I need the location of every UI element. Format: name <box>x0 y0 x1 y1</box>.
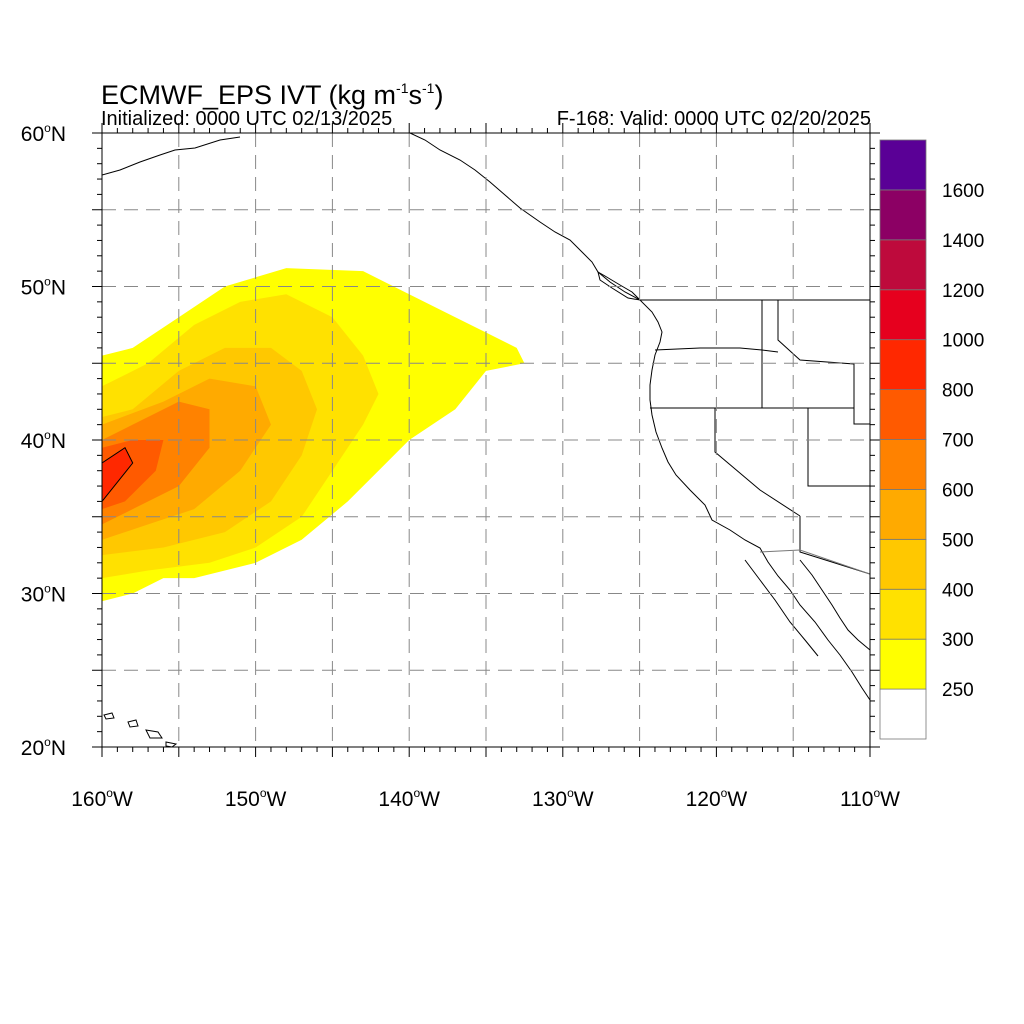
hawaii-island-3 <box>145 729 163 739</box>
colorbar-bin <box>879 489 927 540</box>
north-america-coastline <box>409 133 870 701</box>
colorbar-bin <box>879 588 927 640</box>
colorbar-bin <box>879 189 927 241</box>
colorbar-label: 400 <box>942 580 974 601</box>
colorbar-label: 800 <box>942 381 974 402</box>
colorbar-bin <box>879 289 927 341</box>
california-nevada-border <box>714 408 801 517</box>
lat-label: 60oN <box>21 121 66 146</box>
colorbar-label: 250 <box>942 680 974 701</box>
ivt-contour <box>102 446 134 503</box>
colorbar-bin <box>879 239 927 291</box>
lat-label: 20oN <box>21 735 66 760</box>
alaska-coast <box>102 136 241 176</box>
axis-ticks <box>92 123 880 757</box>
lon-label: 150oW <box>225 786 287 811</box>
lat-label: 50oN <box>21 275 66 300</box>
colorbar-label: 700 <box>942 431 974 452</box>
islands <box>103 712 178 748</box>
lon-label: 130oW <box>532 786 594 811</box>
valid-time-label: F-168: Valid: 0000 UTC 02/20/2025 <box>556 108 871 130</box>
map-title: ECMWF_EPS IVT (kg m-1s-1) <box>101 80 444 110</box>
hawaii-island-2 <box>127 719 139 728</box>
state-borders <box>640 299 870 575</box>
utah-border <box>807 408 870 487</box>
latitude-labels: 60oN 50oN 40oN 30oN 20oN <box>21 121 66 760</box>
arizona-border <box>799 516 870 575</box>
lat-label: 40oN <box>21 428 66 453</box>
colorbar-bin <box>879 339 927 390</box>
longitude-labels: 160oW 150oW 140oW 130oW 120oW 110oW <box>71 786 900 811</box>
lon-label: 110oW <box>840 786 900 811</box>
mexico-border <box>759 549 870 575</box>
colorbar-bin <box>879 538 927 590</box>
lon-label: 160oW <box>71 786 133 811</box>
lat-label: 30oN <box>21 582 66 607</box>
gridlines <box>102 133 870 747</box>
colorbar-label: 1600 <box>942 181 984 202</box>
colorbar-bin <box>879 439 927 490</box>
colorbar-bin <box>879 688 927 740</box>
colorbar-bin <box>879 638 927 690</box>
colorbar-label: 300 <box>942 630 974 651</box>
colorbar: 250 300 400 500 600 700 800 1000 1200 1400 1600 <box>879 139 984 740</box>
colorbar-bin <box>879 389 927 440</box>
ivt-level-800 <box>102 447 133 502</box>
gulf-of-california-coast <box>799 559 870 651</box>
baja-peninsula <box>744 559 819 657</box>
washington-oregon-border <box>654 347 779 353</box>
lon-label: 120oW <box>686 786 748 811</box>
colorbar-label: 1200 <box>942 281 984 302</box>
colorbar-label: 600 <box>942 480 974 501</box>
colorbar-bin <box>879 139 927 191</box>
hawaii-island-4 <box>165 741 178 748</box>
colorbar-label: 1000 <box>942 331 984 352</box>
colorbar-label: 500 <box>942 530 974 551</box>
montana-border <box>777 300 870 425</box>
coastlines <box>102 133 870 701</box>
plot-frame <box>101 132 871 748</box>
ivt-shading <box>102 268 525 602</box>
colorbar-label: 1400 <box>942 231 984 252</box>
lon-label: 140oW <box>378 786 440 811</box>
initialized-label: Initialized: 0000 UTC 02/13/2025 <box>101 108 393 130</box>
hawaii-island-1 <box>103 712 115 720</box>
